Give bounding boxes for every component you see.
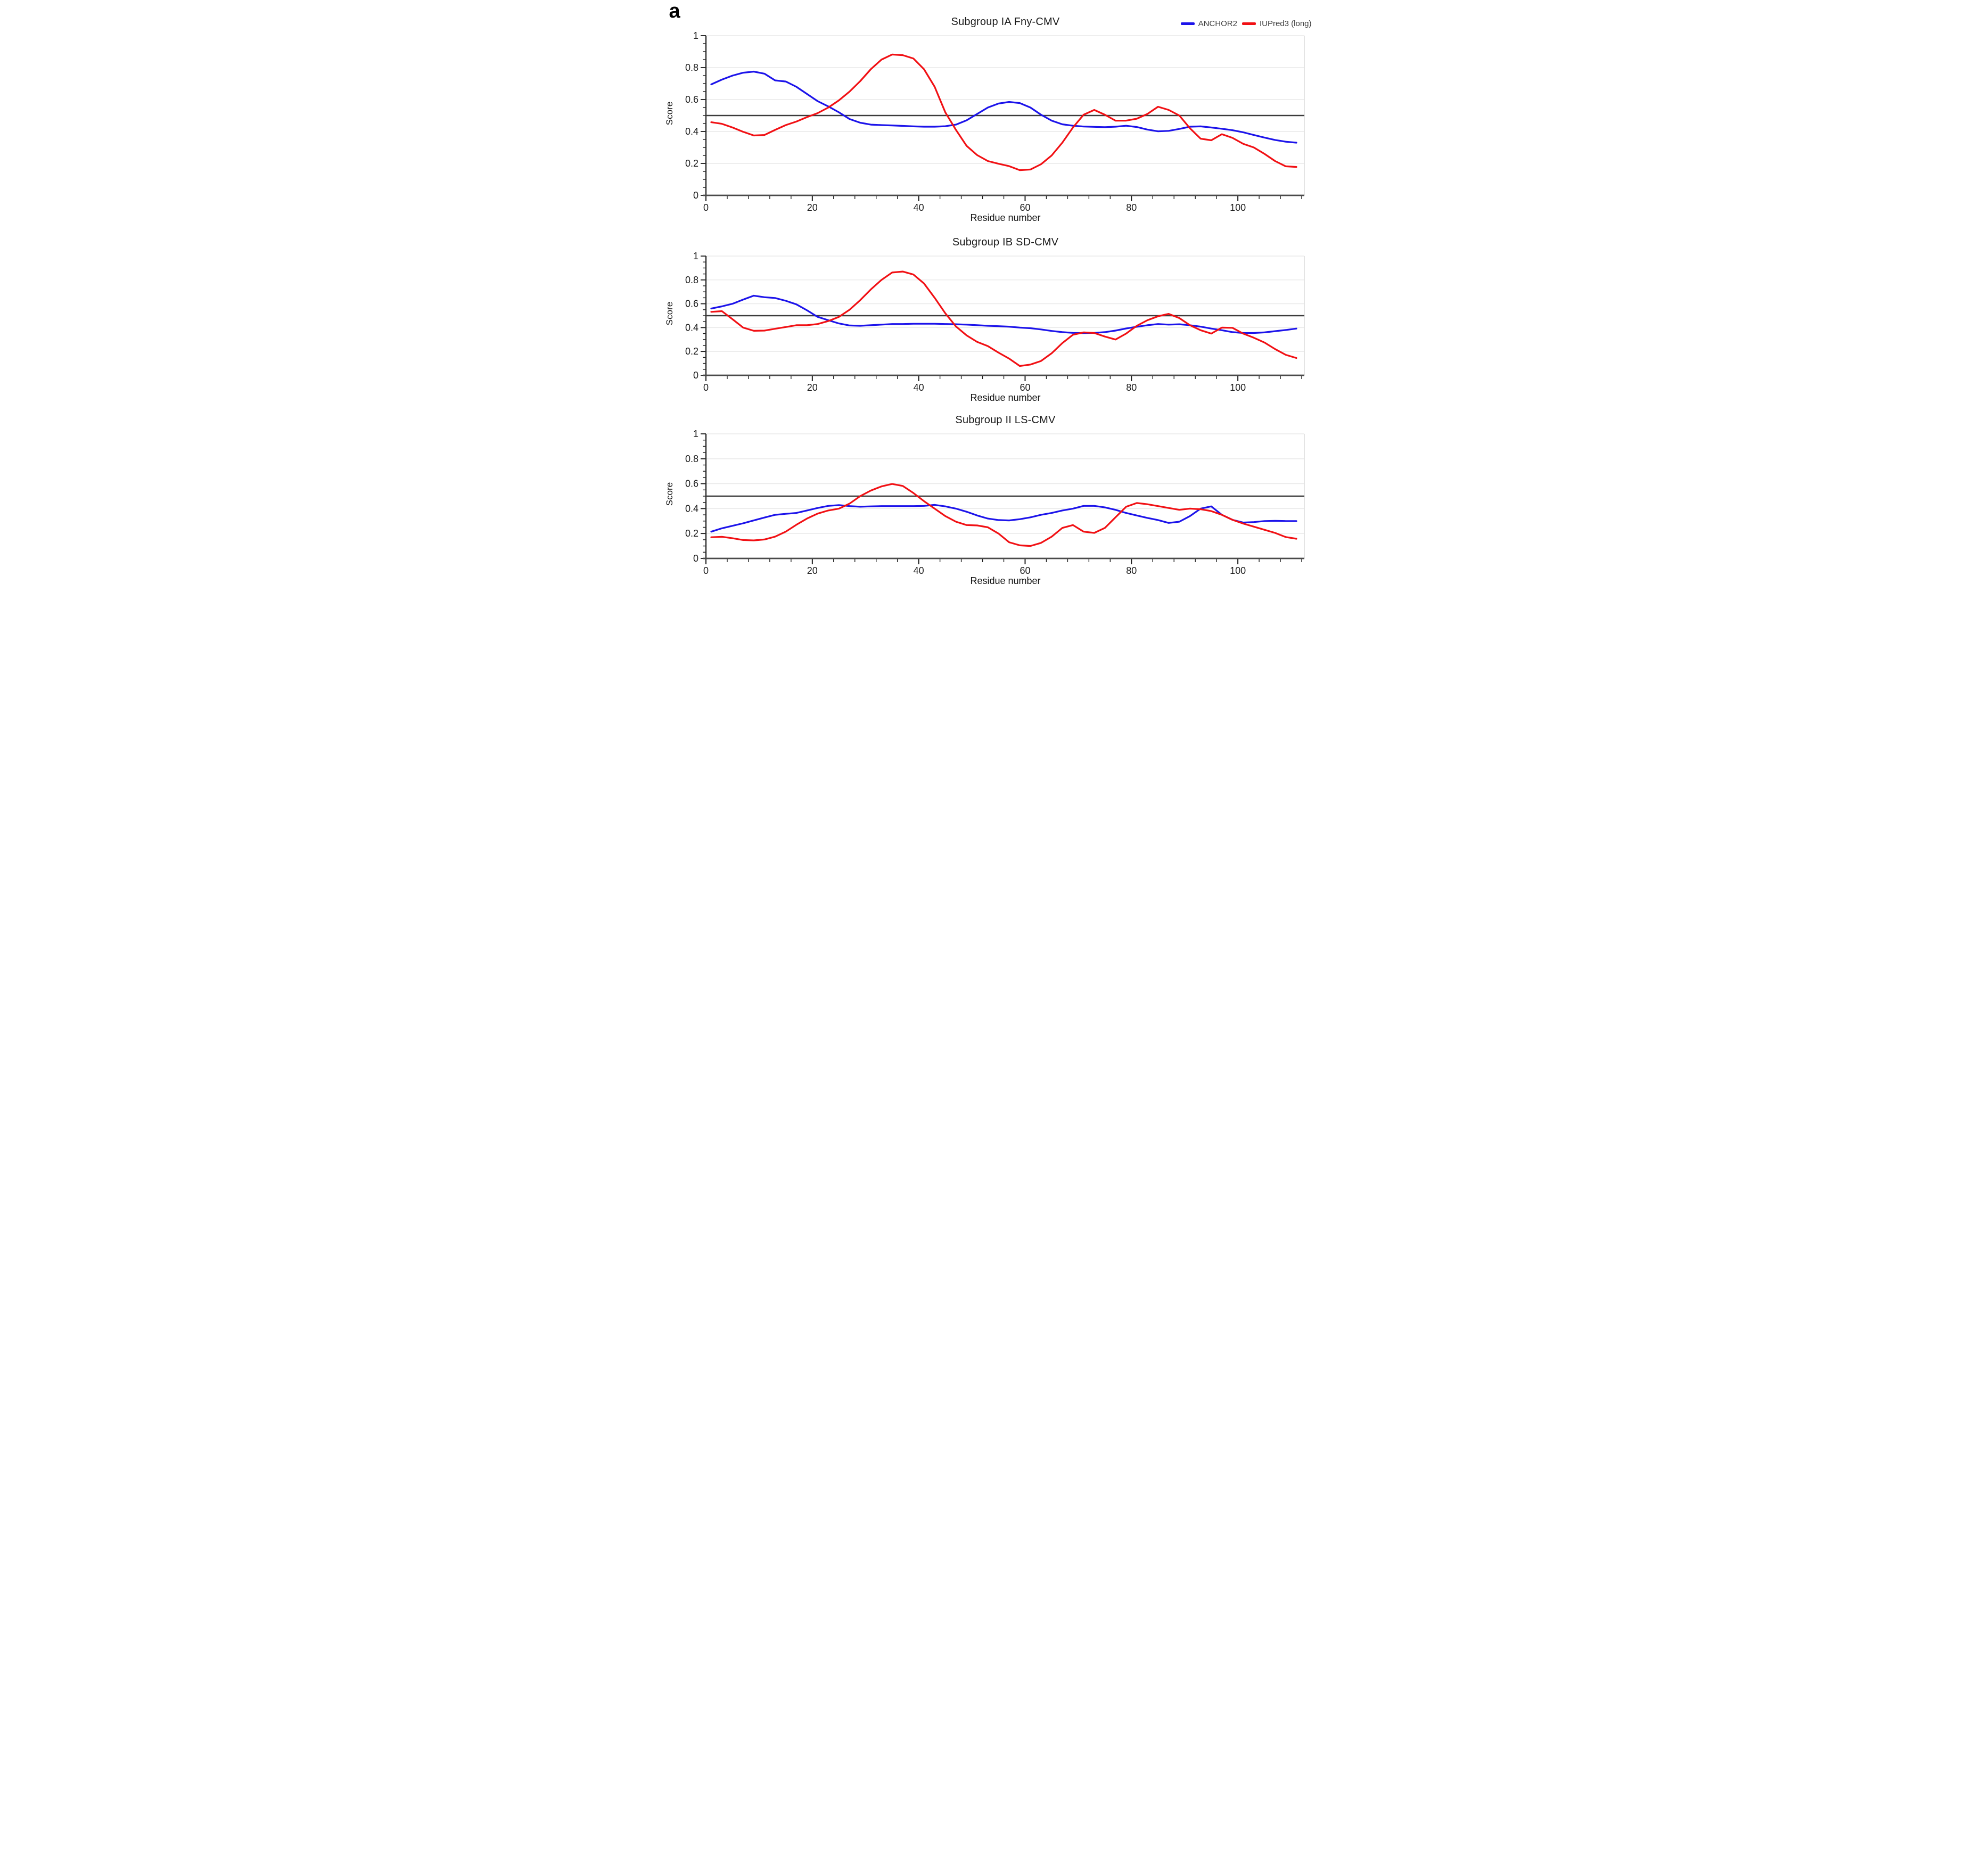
legend-label-iupred3: IUPred3 (long) — [1259, 19, 1312, 28]
figure-page: a Subgroup IA Fny-CMV ANCHOR2 IUPred3 (l… — [660, 0, 1321, 587]
svg-text:0.6: 0.6 — [685, 479, 698, 489]
svg-text:0.8: 0.8 — [685, 275, 698, 285]
iupred3-line-swatch — [1242, 22, 1256, 25]
svg-text:0.2: 0.2 — [685, 346, 698, 357]
svg-text:0: 0 — [693, 190, 698, 201]
svg-text:40: 40 — [913, 382, 924, 393]
svg-text:20: 20 — [807, 202, 817, 213]
x-axis-title: Residue number — [970, 212, 1041, 223]
svg-text:0.8: 0.8 — [685, 62, 698, 73]
anchor2-line-swatch — [1180, 22, 1195, 25]
chart-area: Score 0 0.2 0.4 0.6 0.8 1 0 20 40 60 80 100 — [664, 31, 1317, 216]
chart-area: Score 0 0.2 0.4 0.6 0.8 1 0 20 40 60 80 100 — [664, 430, 1317, 579]
line-chart-subgroup-ii: 0 0.2 0.4 0.6 0.8 1 0 20 40 60 80 100 — [685, 430, 1305, 576]
svg-text:60: 60 — [1020, 202, 1030, 213]
legend: ANCHOR2 IUPred3 (long) — [1180, 19, 1312, 28]
svg-text:100: 100 — [1230, 382, 1246, 393]
svg-text:1: 1 — [693, 430, 698, 439]
figure-panel-label: a — [669, 0, 680, 22]
svg-text:0.2: 0.2 — [685, 158, 698, 169]
svg-text:20: 20 — [807, 382, 817, 393]
svg-text:0.4: 0.4 — [685, 322, 698, 333]
y-axis-title: Score — [664, 482, 675, 506]
svg-text:100: 100 — [1230, 202, 1246, 213]
svg-text:40: 40 — [913, 565, 924, 576]
svg-text:60: 60 — [1020, 382, 1030, 393]
legend-label-anchor2: ANCHOR2 — [1198, 19, 1237, 28]
svg-text:100: 100 — [1230, 565, 1246, 576]
y-axis-title: Score — [664, 101, 675, 126]
line-chart-subgroup-ib: 0 0.2 0.4 0.6 0.8 1 0 20 40 60 80 100 — [685, 252, 1305, 393]
line-chart-subgroup-ia: 0 0.2 0.4 0.6 0.8 1 0 20 40 60 80 100 — [685, 31, 1305, 213]
svg-text:0.6: 0.6 — [685, 94, 698, 105]
svg-text:1: 1 — [693, 252, 698, 261]
svg-text:0.6: 0.6 — [685, 299, 698, 309]
svg-text:20: 20 — [807, 565, 817, 576]
legend-entry-iupred3: IUPred3 (long) — [1242, 19, 1312, 28]
chart-title: Subgroup IA Fny-CMV — [951, 16, 1060, 28]
svg-text:1: 1 — [693, 31, 698, 41]
svg-text:60: 60 — [1020, 565, 1030, 576]
svg-text:40: 40 — [913, 202, 924, 213]
x-axis-title: Residue number — [970, 392, 1041, 403]
chart-area: Score 0 0.2 0.4 0.6 0.8 1 0 20 40 60 80 100 — [664, 252, 1317, 396]
panel-subgroup-ib: Subgroup IB SD-CMV Score 0 0.2 0.4 0.6 0.8 1 0… — [664, 224, 1317, 404]
panel-subgroup-ii: Subgroup II LS-CMV Score 0 0.2 0.4 0.6 0.8 1 0… — [664, 404, 1317, 587]
svg-text:80: 80 — [1126, 565, 1137, 576]
chart-title: Subgroup IB SD-CMV — [952, 236, 1059, 248]
svg-text:0: 0 — [703, 202, 708, 213]
svg-text:0: 0 — [703, 382, 708, 393]
svg-text:0.2: 0.2 — [685, 528, 698, 539]
chart-title: Subgroup II LS-CMV — [955, 414, 1056, 426]
legend-entry-anchor2: ANCHOR2 — [1180, 19, 1237, 28]
svg-text:80: 80 — [1126, 382, 1137, 393]
x-axis-title: Residue number — [970, 575, 1041, 586]
svg-text:0: 0 — [693, 370, 698, 381]
svg-text:0.4: 0.4 — [685, 503, 698, 514]
svg-text:80: 80 — [1126, 202, 1137, 213]
panel-subgroup-ia: Subgroup IA Fny-CMV ANCHOR2 IUPred3 (lon… — [664, 2, 1317, 224]
svg-text:0.4: 0.4 — [685, 126, 698, 137]
y-axis-title: Score — [664, 301, 675, 326]
svg-text:0: 0 — [703, 565, 708, 576]
svg-text:0: 0 — [693, 553, 698, 564]
svg-text:0.8: 0.8 — [685, 454, 698, 464]
